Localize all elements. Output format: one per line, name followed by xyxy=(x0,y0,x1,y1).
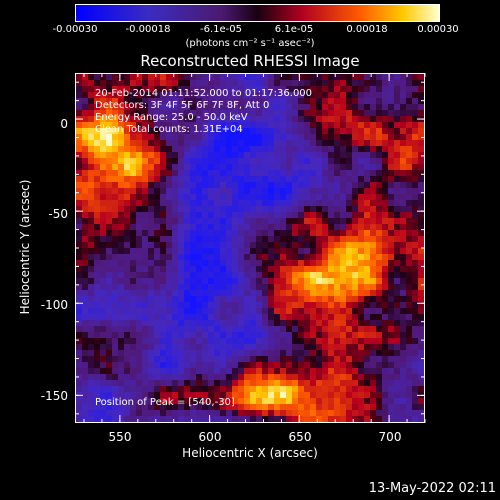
x-tick-label: 550 xyxy=(108,430,132,444)
y-tick-label: -50 xyxy=(48,207,68,221)
y-axis-label: Heliocentric Y (arcsec) xyxy=(18,179,32,315)
total-counts-label: Clean Total counts: 1.31E+04 xyxy=(95,124,243,135)
detectors-label: Detectors: 3F 4F 5F 6F 7F 8F, Att 0 xyxy=(95,100,270,111)
timestamp: 13-May-2022 02:11 xyxy=(368,481,496,496)
peak-position-label: Position of Peak = [540,-30] xyxy=(95,397,235,408)
y-tick-label: -150 xyxy=(40,389,68,403)
colorbar-tick-label: 6.1e-05 xyxy=(274,24,314,35)
energy-range-label: Energy Range: 25.0 - 50.0 keV xyxy=(95,112,248,123)
x-tick-label: 650 xyxy=(288,430,312,444)
colorbar-tick-label: 0.00018 xyxy=(346,24,388,35)
colorbar-tick-label: -0.00030 xyxy=(52,24,98,35)
x-tick-label: 600 xyxy=(198,430,222,444)
colorbar-tick-label: 0.00030 xyxy=(417,24,459,35)
x-tick-label: 700 xyxy=(378,430,402,444)
colorbar-units: (photons cm⁻² s⁻¹ asec⁻²) xyxy=(185,38,315,49)
colorbar xyxy=(75,4,440,22)
colorbar-tick-label: -6.1e-05 xyxy=(200,24,242,35)
chart-title: Reconstructed RHESSI Image xyxy=(140,52,360,70)
colorbar-tick-label: -0.00018 xyxy=(125,24,171,35)
y-tick-label: 0 xyxy=(60,117,68,131)
time-range-label: 20-Feb-2014 01:11:52.000 to 01:17:36.000 xyxy=(95,88,313,99)
y-tick-label: -100 xyxy=(40,298,68,312)
heatmap-image xyxy=(76,74,424,422)
x-axis-label: Heliocentric X (arcsec) xyxy=(182,446,318,460)
